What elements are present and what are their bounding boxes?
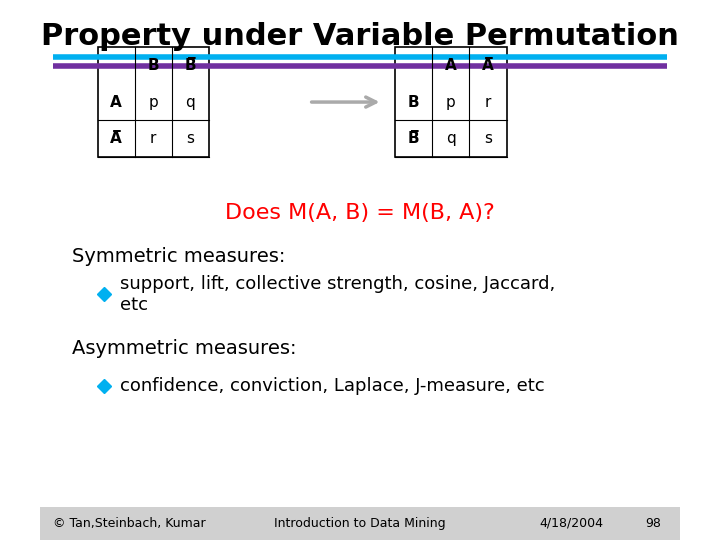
- Text: Symmetric measures:: Symmetric measures:: [72, 247, 285, 266]
- Text: © Tan,Steinbach, Kumar: © Tan,Steinbach, Kumar: [53, 517, 205, 530]
- Bar: [395, 47, 507, 157]
- Text: s: s: [484, 131, 492, 146]
- Text: B: B: [408, 94, 420, 110]
- Text: Introduction to Data Mining: Introduction to Data Mining: [274, 517, 446, 530]
- Text: r: r: [150, 131, 156, 146]
- Text: A̅: A̅: [482, 58, 494, 73]
- FancyArrowPatch shape: [312, 97, 376, 107]
- Text: A̅: A̅: [110, 131, 122, 146]
- Text: A: A: [110, 94, 122, 110]
- Text: s: s: [186, 131, 194, 146]
- Text: B: B: [148, 58, 159, 73]
- Text: B̅: B̅: [408, 131, 420, 146]
- Text: 4/18/2004: 4/18/2004: [539, 517, 603, 530]
- Text: q: q: [446, 131, 456, 146]
- Text: p: p: [446, 94, 456, 110]
- Text: Does M(A, B) = M(B, A)?: Does M(A, B) = M(B, A)?: [225, 203, 495, 224]
- Text: B̅: B̅: [184, 58, 196, 73]
- Text: r: r: [485, 94, 491, 110]
- Text: A: A: [445, 58, 456, 73]
- Text: confidence, conviction, Laplace, J-measure, etc: confidence, conviction, Laplace, J-measu…: [120, 377, 544, 395]
- Text: q: q: [186, 94, 195, 110]
- Text: support, lift, collective strength, cosine, Jaccard,
etc: support, lift, collective strength, cosi…: [120, 275, 555, 314]
- Bar: [97, 47, 209, 157]
- Text: p: p: [148, 94, 158, 110]
- Text: 98: 98: [645, 517, 661, 530]
- Bar: [40, 507, 680, 540]
- Text: Asymmetric measures:: Asymmetric measures:: [72, 339, 297, 358]
- Text: Property under Variable Permutation: Property under Variable Permutation: [41, 22, 679, 51]
